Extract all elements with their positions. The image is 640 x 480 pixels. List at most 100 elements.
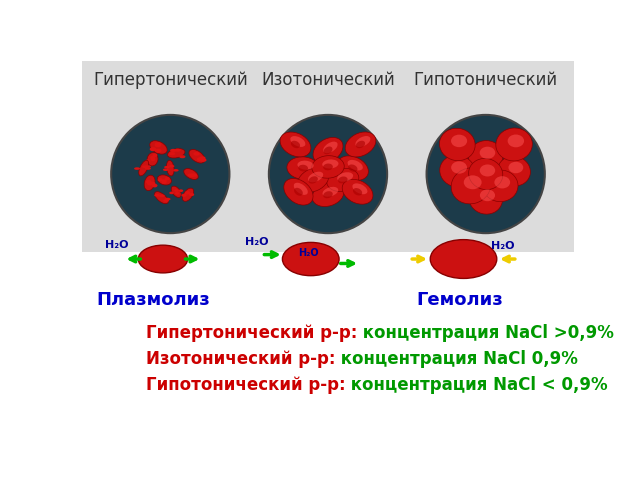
Ellipse shape bbox=[179, 189, 183, 192]
Ellipse shape bbox=[312, 156, 344, 178]
Ellipse shape bbox=[282, 242, 339, 276]
Ellipse shape bbox=[134, 168, 140, 170]
Ellipse shape bbox=[157, 175, 172, 185]
Ellipse shape bbox=[494, 176, 510, 189]
Text: H₂O: H₂O bbox=[106, 240, 129, 251]
Ellipse shape bbox=[175, 149, 180, 152]
Ellipse shape bbox=[291, 136, 305, 147]
Ellipse shape bbox=[291, 141, 300, 148]
Ellipse shape bbox=[353, 183, 367, 194]
Ellipse shape bbox=[323, 146, 333, 154]
Ellipse shape bbox=[172, 186, 181, 197]
Ellipse shape bbox=[152, 184, 157, 187]
Ellipse shape bbox=[163, 168, 168, 171]
Ellipse shape bbox=[294, 183, 308, 195]
Ellipse shape bbox=[161, 180, 166, 184]
Ellipse shape bbox=[155, 149, 161, 153]
Text: концентрация NaCl < 0,9%: концентрация NaCl < 0,9% bbox=[346, 376, 608, 394]
Text: H₂O: H₂O bbox=[298, 249, 319, 259]
Ellipse shape bbox=[150, 141, 167, 154]
Ellipse shape bbox=[145, 159, 150, 163]
Ellipse shape bbox=[312, 183, 344, 206]
Ellipse shape bbox=[138, 245, 188, 273]
Ellipse shape bbox=[451, 161, 467, 174]
Ellipse shape bbox=[191, 174, 197, 177]
Ellipse shape bbox=[146, 180, 152, 184]
Ellipse shape bbox=[189, 193, 195, 196]
Ellipse shape bbox=[162, 179, 167, 182]
Ellipse shape bbox=[169, 165, 175, 168]
Ellipse shape bbox=[200, 158, 207, 162]
Ellipse shape bbox=[508, 134, 524, 147]
Circle shape bbox=[269, 115, 387, 233]
Ellipse shape bbox=[155, 142, 161, 146]
Ellipse shape bbox=[355, 136, 371, 147]
Ellipse shape bbox=[159, 194, 164, 197]
Ellipse shape bbox=[298, 168, 329, 192]
Ellipse shape bbox=[323, 191, 333, 198]
Ellipse shape bbox=[298, 165, 308, 171]
Ellipse shape bbox=[468, 158, 503, 190]
Ellipse shape bbox=[155, 192, 168, 204]
Ellipse shape bbox=[164, 177, 170, 180]
Ellipse shape bbox=[184, 168, 198, 180]
Ellipse shape bbox=[356, 141, 365, 148]
Ellipse shape bbox=[185, 192, 190, 194]
Text: H₂O: H₂O bbox=[244, 238, 268, 247]
Text: Гемолиз: Гемолиз bbox=[417, 291, 504, 309]
Ellipse shape bbox=[338, 177, 348, 183]
Ellipse shape bbox=[430, 240, 497, 278]
Ellipse shape bbox=[199, 156, 205, 160]
Ellipse shape bbox=[189, 174, 195, 177]
Text: Гипертонический: Гипертонический bbox=[93, 71, 248, 88]
Ellipse shape bbox=[147, 153, 158, 166]
Ellipse shape bbox=[164, 166, 170, 168]
Ellipse shape bbox=[345, 132, 376, 157]
Ellipse shape bbox=[188, 173, 193, 177]
Ellipse shape bbox=[337, 172, 353, 182]
Ellipse shape bbox=[150, 182, 156, 185]
Ellipse shape bbox=[174, 189, 179, 192]
Ellipse shape bbox=[280, 132, 311, 157]
Ellipse shape bbox=[150, 156, 155, 159]
FancyBboxPatch shape bbox=[81, 61, 575, 252]
Text: концентрация NaCl 0,9%: концентрация NaCl 0,9% bbox=[335, 350, 578, 368]
Ellipse shape bbox=[147, 182, 153, 185]
Ellipse shape bbox=[298, 161, 314, 170]
Ellipse shape bbox=[284, 179, 313, 205]
Text: Изотонический р-р:: Изотонический р-р: bbox=[146, 350, 335, 368]
Ellipse shape bbox=[480, 190, 495, 201]
Ellipse shape bbox=[168, 149, 185, 158]
Ellipse shape bbox=[323, 187, 338, 197]
Ellipse shape bbox=[498, 156, 531, 186]
Ellipse shape bbox=[451, 168, 491, 204]
Ellipse shape bbox=[327, 168, 359, 192]
Ellipse shape bbox=[348, 165, 358, 172]
Ellipse shape bbox=[181, 194, 187, 197]
Ellipse shape bbox=[182, 188, 194, 201]
Ellipse shape bbox=[193, 152, 200, 156]
Ellipse shape bbox=[451, 135, 467, 147]
Ellipse shape bbox=[348, 160, 363, 170]
Ellipse shape bbox=[468, 141, 503, 172]
Ellipse shape bbox=[150, 157, 156, 161]
Ellipse shape bbox=[508, 162, 524, 173]
Ellipse shape bbox=[170, 192, 174, 194]
Ellipse shape bbox=[469, 183, 502, 214]
Ellipse shape bbox=[145, 167, 151, 170]
Text: H₂O: H₂O bbox=[491, 241, 515, 251]
Circle shape bbox=[427, 115, 545, 233]
Ellipse shape bbox=[342, 180, 373, 204]
Text: Изотонический: Изотонический bbox=[261, 71, 395, 88]
Ellipse shape bbox=[287, 157, 319, 180]
Ellipse shape bbox=[294, 188, 303, 196]
Ellipse shape bbox=[154, 194, 160, 197]
Ellipse shape bbox=[323, 164, 333, 170]
Ellipse shape bbox=[150, 147, 156, 151]
Ellipse shape bbox=[464, 175, 482, 189]
Ellipse shape bbox=[144, 175, 155, 191]
Ellipse shape bbox=[169, 152, 175, 155]
Ellipse shape bbox=[480, 165, 495, 177]
Ellipse shape bbox=[179, 155, 186, 158]
Ellipse shape bbox=[323, 142, 338, 153]
